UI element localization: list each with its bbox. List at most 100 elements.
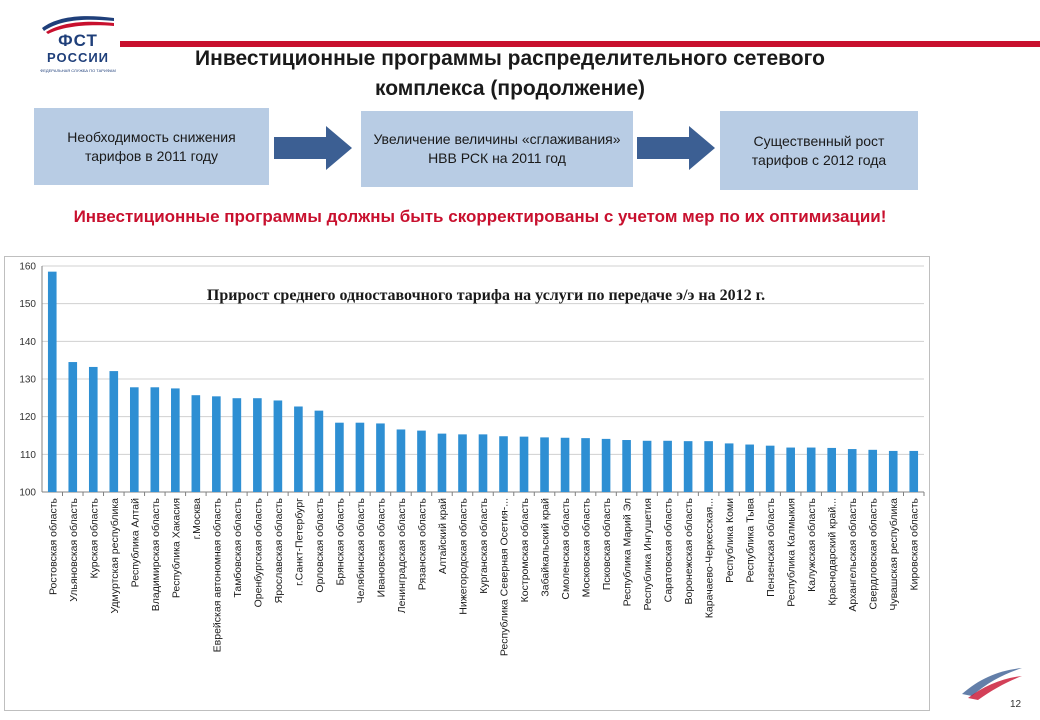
warning-text: Инвестиционные программы должны быть ско… — [73, 207, 887, 226]
x-category-label: Еврейская автономная область — [211, 497, 223, 652]
bar — [478, 434, 488, 492]
y-tick-label: 140 — [19, 337, 36, 348]
x-category-label: Брянская область — [334, 497, 346, 585]
x-category-label: Владимирская область — [150, 497, 162, 611]
step-box-2-label: Увеличение величины «сглаживания» НВВ РС… — [373, 131, 621, 166]
y-tick-label: 150 — [19, 299, 36, 310]
x-category-label: Оренбургская область — [252, 497, 264, 607]
chart-gridlines — [41, 265, 924, 493]
y-tick-label: 130 — [19, 375, 36, 386]
arrow-right-icon — [637, 126, 715, 170]
page-number: 12 — [1010, 699, 1022, 710]
x-category-label: Республика Тыва — [745, 498, 757, 583]
step-box-1: Необходимость снижения тарифов в 2011 го… — [34, 108, 269, 185]
bar — [765, 445, 775, 492]
bar — [683, 441, 693, 492]
bar — [847, 449, 857, 492]
y-tick-label: 110 — [20, 450, 36, 461]
x-category-label: Республика Алтай — [129, 498, 141, 587]
step-box-3: Существенный рост тарифов с 2012 года — [720, 111, 918, 190]
bar — [458, 434, 467, 492]
bar — [745, 444, 754, 492]
bar — [909, 450, 919, 492]
x-category-label: Республика Ингушетия — [642, 498, 654, 611]
bar — [786, 447, 795, 492]
y-tick-label: 120 — [19, 412, 36, 423]
fst-logo: ФСТ РОССИИ ФЕДЕРАЛЬНАЯ СЛУЖБА ПО ТАРИФАМ — [28, 6, 128, 86]
bar — [294, 406, 303, 492]
bar — [540, 437, 549, 492]
bar — [437, 433, 447, 492]
x-category-label: Псковская область — [601, 497, 613, 590]
x-category-label: Саратовская область — [663, 497, 675, 602]
x-category-label: Ростовская область — [47, 497, 59, 595]
x-category-label: Алтайский край — [437, 498, 449, 574]
bar — [663, 440, 672, 492]
x-category-label: Воронежская область — [683, 497, 695, 604]
bar — [109, 371, 119, 492]
x-category-label: Республика Северная Осетия-... — [499, 498, 511, 656]
logo-text: ФСТ РОССИИ — [28, 32, 128, 66]
x-category-label: Тамбовская область — [232, 497, 244, 597]
bar — [806, 447, 816, 492]
x-category-label: Кировская область — [909, 497, 921, 590]
x-category-label: Курская область — [88, 497, 100, 578]
x-category-label: Челябинская область — [355, 497, 367, 603]
x-category-label: Курганская область — [478, 497, 490, 593]
x-category-label: Карачаево-Черкесская... — [704, 498, 716, 618]
x-axis-labels: Ростовская область Ульяновская область Кур… — [47, 497, 920, 656]
bar — [335, 422, 344, 492]
bar — [88, 366, 98, 492]
x-category-label: Калужская область — [806, 497, 818, 591]
x-category-label: Республика Марий Эл — [622, 498, 634, 606]
x-category-label: Ивановская область — [375, 497, 387, 597]
slide-title: Инвестиционные программы распределительн… — [195, 47, 825, 100]
arrow-right-icon — [274, 126, 352, 170]
flag-wave-icon — [42, 16, 114, 34]
header-red-bar — [120, 41, 1040, 47]
bar — [314, 410, 324, 492]
bar — [232, 398, 242, 492]
bar — [601, 438, 611, 492]
step-box-1-label: Необходимость снижения тарифов в 2011 го… — [67, 128, 236, 164]
x-category-label: Ярославская область — [273, 497, 285, 603]
x-category-label: Пензенская область — [765, 497, 777, 596]
step-box-3-label: Существенный рост тарифов с 2012 года — [751, 132, 887, 168]
step-box-2: Увеличение величины «сглаживания» НВВ РС… — [361, 111, 633, 187]
x-category-label: Республика Калмыкия — [786, 498, 798, 607]
bar — [212, 396, 221, 492]
bar — [396, 429, 406, 492]
bar — [273, 400, 283, 492]
x-category-label: Ленинградская область — [396, 497, 408, 613]
x-category-label: Республика Коми — [724, 498, 736, 583]
logo-text-line2: РОССИИ — [46, 50, 110, 65]
x-category-label: г.Москва — [191, 498, 203, 539]
x-category-label: Московская область — [581, 497, 593, 597]
footer-swoosh-icon — [962, 668, 1022, 700]
bar — [642, 440, 652, 492]
x-category-label: Республика Хакасия — [170, 498, 182, 598]
bar — [581, 438, 590, 492]
x-category-label: Краснодарский край... — [827, 498, 839, 606]
logo-subtitle: ФЕДЕРАЛЬНАЯ СЛУЖБА ПО ТАРИФАМ — [40, 68, 116, 73]
x-category-label: Архангельская область — [847, 497, 859, 611]
x-category-label: Свердловская область — [868, 497, 880, 609]
bar — [417, 430, 426, 492]
bar — [868, 449, 878, 492]
chart-bars — [47, 271, 925, 496]
bar — [827, 447, 837, 492]
x-category-label: Забайкальский край — [540, 498, 552, 597]
bar — [724, 443, 734, 492]
x-category-label: г.Санкт-Петербург — [293, 498, 305, 586]
x-category-label: Рязанская область — [416, 497, 428, 590]
y-axis-ticks: 100 110 120 130 140 150 160 — [19, 262, 36, 499]
x-category-label: Удмуртская республика — [109, 498, 121, 614]
bar — [68, 362, 78, 492]
x-category-label: Нижегородская область — [457, 497, 469, 614]
y-tick-label: 100 — [19, 488, 36, 499]
bar — [150, 387, 160, 492]
bar — [888, 450, 898, 492]
x-category-label: Орловская область — [314, 497, 326, 592]
bar — [704, 441, 713, 492]
y-tick-label: 160 — [19, 262, 36, 273]
